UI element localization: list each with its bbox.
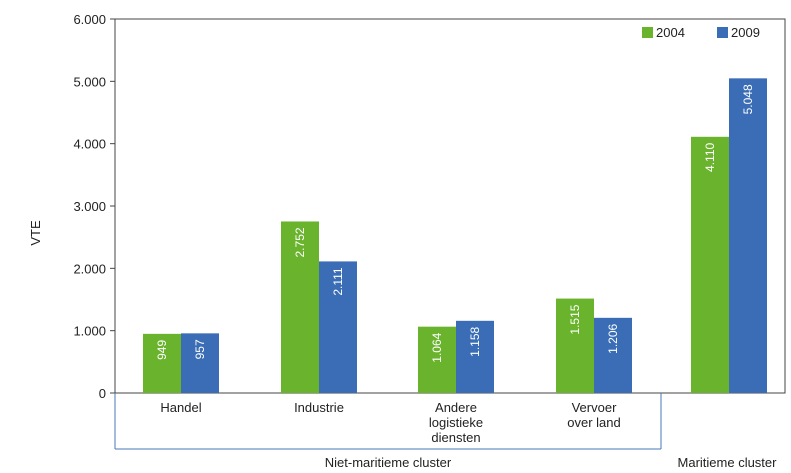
y-tick-label: 5.000 (73, 74, 106, 89)
data-label: 957 (193, 339, 207, 359)
y-tick-label: 2.000 (73, 261, 106, 276)
data-label: 2.111 (331, 267, 345, 296)
data-label: 949 (155, 340, 169, 360)
data-label: 1.064 (430, 332, 444, 362)
category-label: Handel (160, 400, 201, 415)
y-tick-label: 4.000 (73, 137, 106, 152)
category-label: diensten (431, 430, 480, 445)
category-label: Industrie (294, 400, 344, 415)
bar-2009-3 (594, 317, 632, 393)
data-label: 2.752 (293, 227, 307, 257)
legend-label: 2004 (656, 25, 685, 40)
group-label: Maritieme cluster (678, 455, 778, 470)
y-axis-label: VTE (28, 220, 43, 246)
data-label: 1.158 (468, 326, 482, 356)
y-tick-label: 3.000 (73, 199, 106, 214)
bar-2009-1 (319, 261, 357, 393)
bar-2004-2 (418, 326, 456, 393)
category-label: Vervoer (572, 400, 617, 415)
data-label: 1.515 (568, 304, 582, 334)
y-tick-label: 0 (99, 386, 106, 401)
bar-2009-2 (456, 320, 494, 393)
legend-swatch-2004 (642, 27, 653, 38)
group-label: Niet-maritieme cluster (325, 455, 452, 470)
y-tick-label: 6.000 (73, 12, 106, 27)
category-label: Andere (435, 400, 477, 415)
bar-2009-0 (181, 333, 219, 393)
data-label: 4.110 (703, 142, 717, 171)
bar-2004-1 (281, 221, 319, 393)
y-tick-label: 1.000 (73, 324, 106, 339)
bar-2004-4 (691, 136, 729, 393)
bar-2009-4 (729, 78, 767, 393)
data-label: 5.048 (741, 84, 755, 114)
category-label: over land (567, 415, 620, 430)
bar-2004-0 (143, 333, 181, 393)
bar-2004-3 (556, 298, 594, 393)
legend-label: 2009 (731, 25, 760, 40)
legend-swatch-2009 (717, 27, 728, 38)
category-label: logistieke (429, 415, 483, 430)
data-label: 1.206 (606, 324, 620, 354)
plot-area: 0 1.000 2.000 3.000 4.000 5.000 6.000 949 2.752 1… (73, 12, 786, 470)
